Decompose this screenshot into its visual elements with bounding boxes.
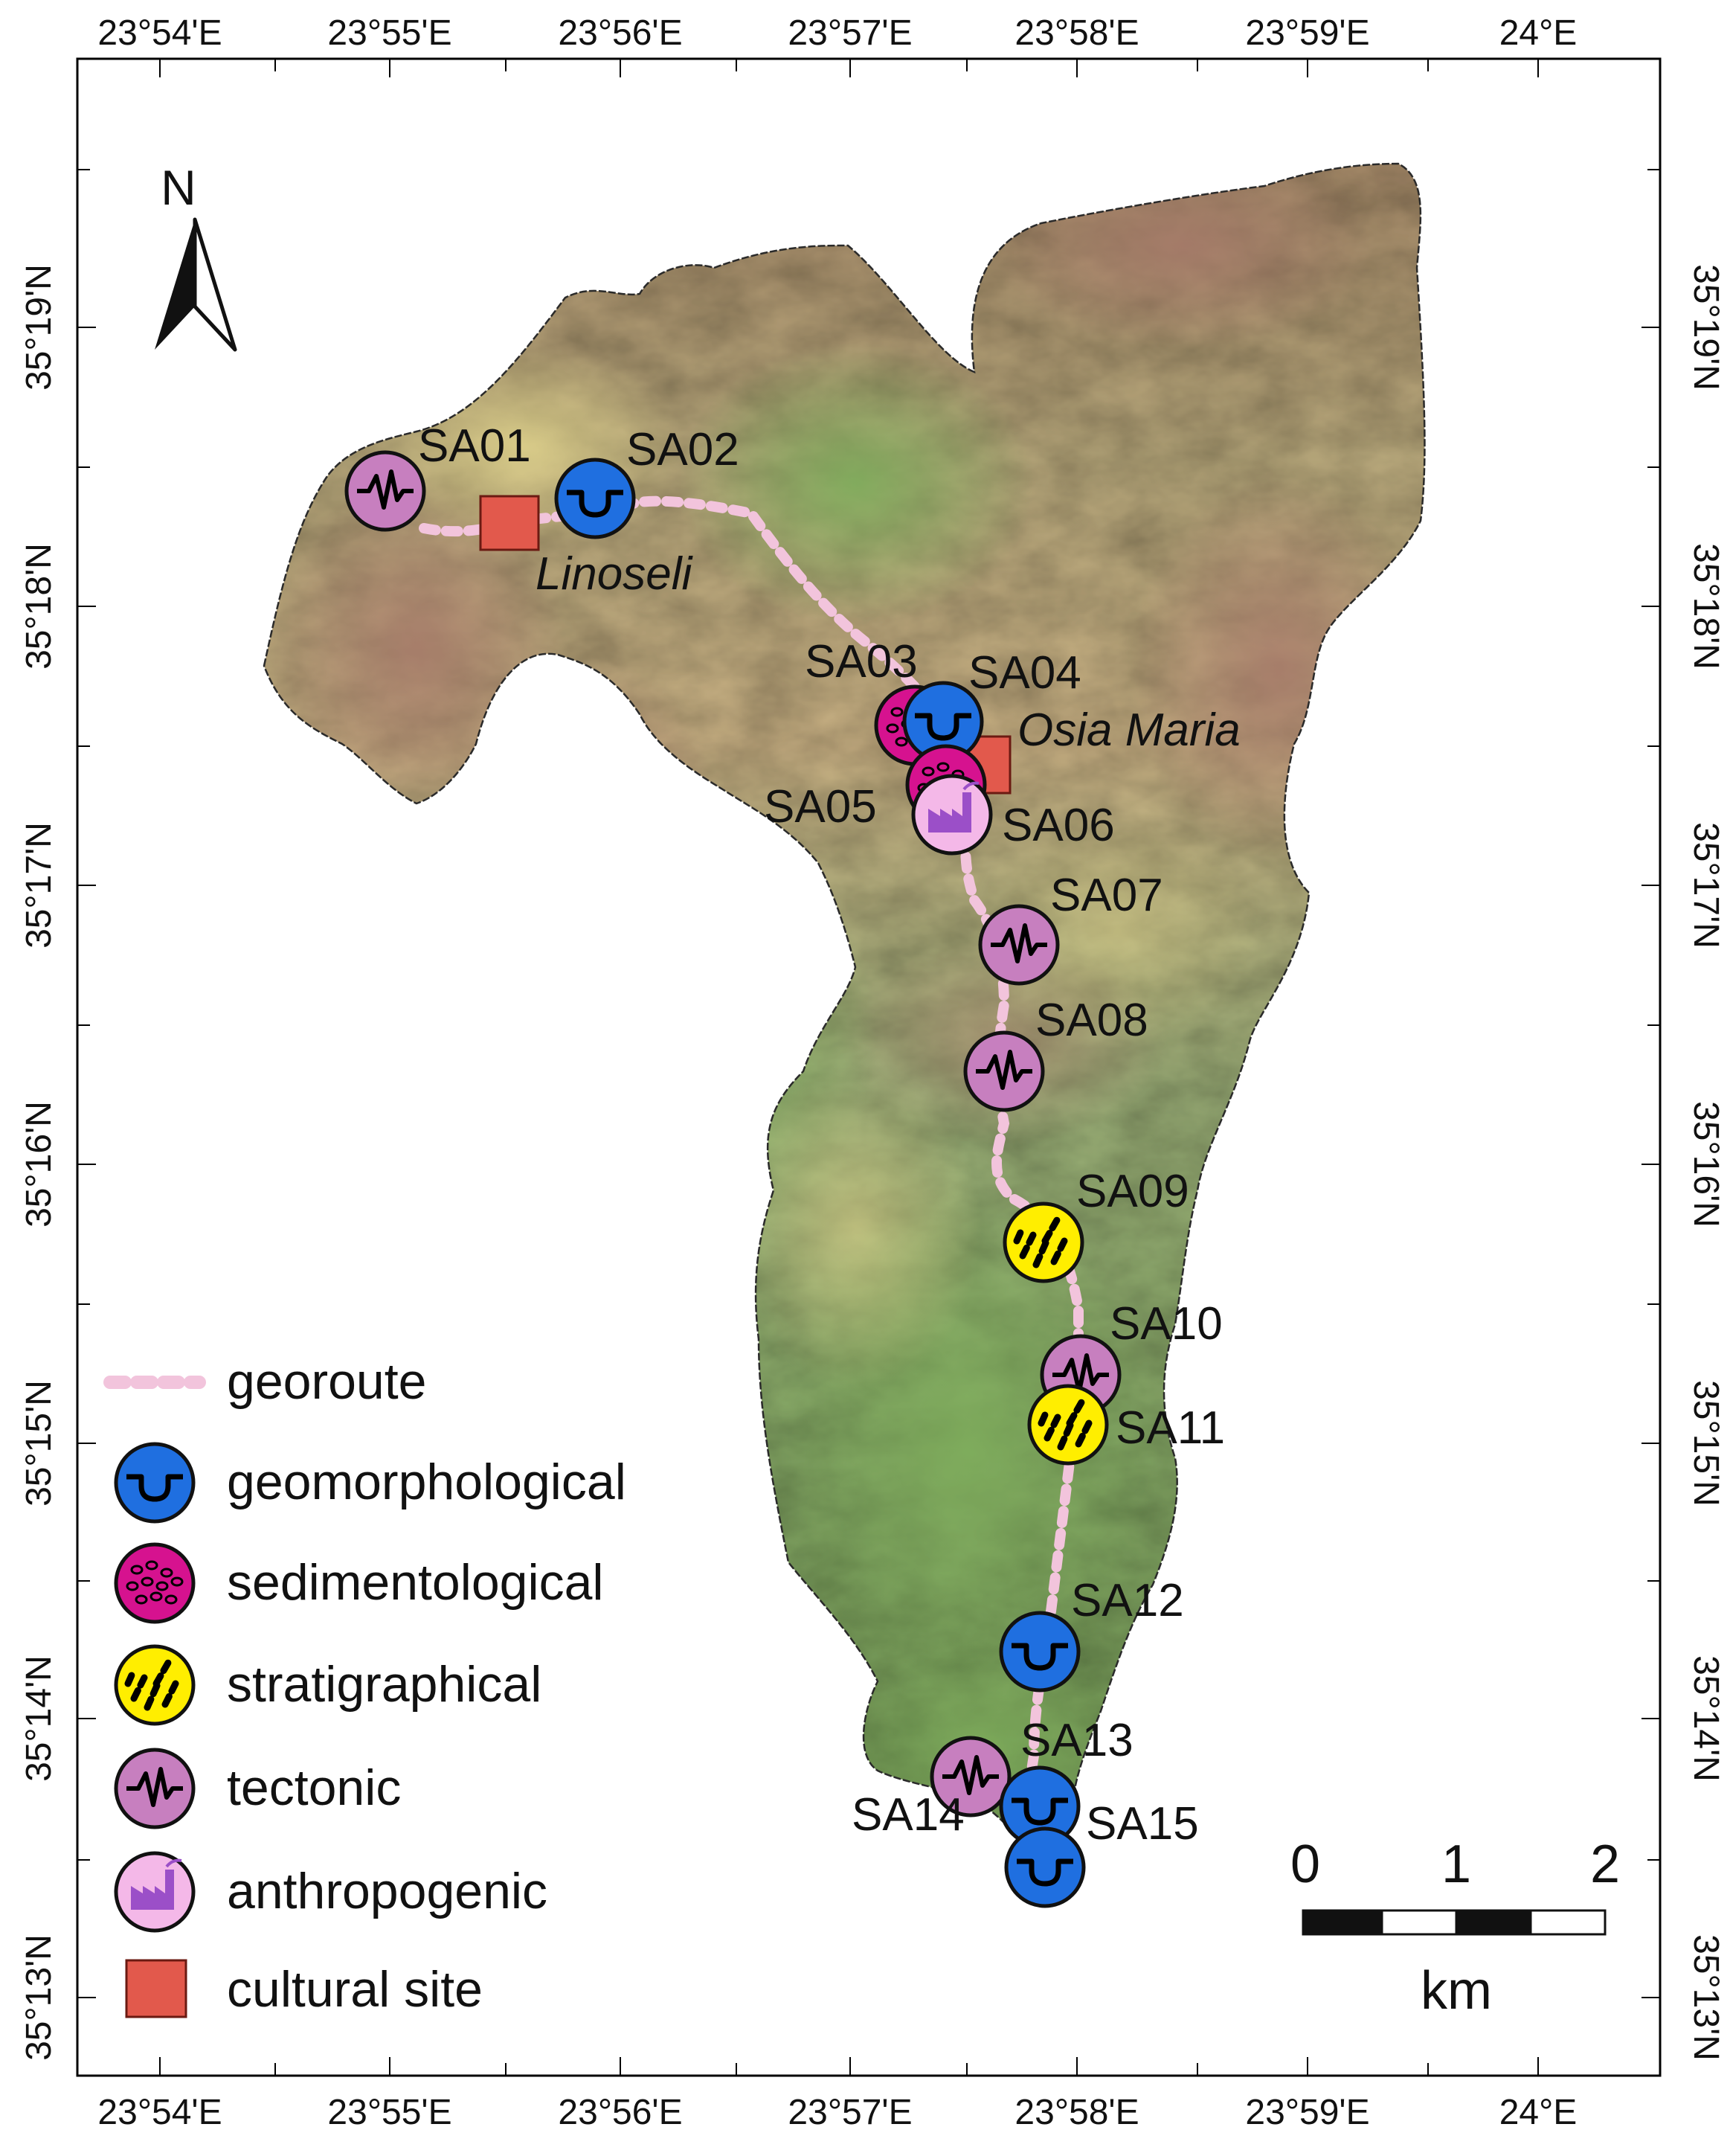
legend-item-tectonic: tectonic bbox=[114, 1748, 401, 1829]
legend: georoute geomorphological sedimentologic… bbox=[103, 1353, 626, 2018]
bottom-lon-label: 23°58'E bbox=[1014, 2093, 1139, 2132]
site-label-sa15: SA15 bbox=[1086, 1798, 1199, 1849]
site-marker-sa01 bbox=[344, 450, 426, 532]
site-label-sa07: SA07 bbox=[1050, 870, 1163, 921]
right-lat-label: 35°14'N bbox=[1686, 1655, 1726, 1782]
legend-label-geomorphological: geomorphological bbox=[227, 1454, 626, 1510]
left-lat-label: 35°18'N bbox=[19, 543, 59, 670]
site-marker-sa06 bbox=[911, 774, 993, 856]
site-labels: SA01 SA02 SA03 SA04 SA05 SA06 SA07 SA08 … bbox=[418, 420, 1225, 1849]
top-lon-label: 24°E bbox=[1499, 13, 1578, 53]
site-marker-sa08 bbox=[963, 1030, 1045, 1112]
bottom-lon-label: 23°59'E bbox=[1245, 2093, 1369, 2132]
site-marker-sa15 bbox=[1004, 1826, 1086, 1908]
site-label-sa06: SA06 bbox=[1002, 800, 1115, 851]
site-marker-sa02 bbox=[554, 458, 636, 539]
site-label-sa09: SA09 bbox=[1076, 1166, 1189, 1217]
site-marker-sa13 bbox=[930, 1736, 1012, 1817]
left-lat-label: 35°14'N bbox=[19, 1655, 59, 1782]
top-lon-label: 23°59'E bbox=[1245, 13, 1369, 53]
scale-bar: 0 1 2 km bbox=[1290, 1835, 1620, 2021]
right-lat-label: 35°15'N bbox=[1686, 1380, 1726, 1507]
left-lat-label: 35°16'N bbox=[19, 1101, 59, 1228]
stratigraphical-icon bbox=[114, 1644, 196, 1726]
georoute-path bbox=[419, 495, 1084, 1873]
site-label-sa14: SA14 bbox=[852, 1789, 965, 1841]
site-label-sa11: SA11 bbox=[1116, 1402, 1225, 1454]
scale-unit: km bbox=[1421, 1961, 1492, 2021]
top-lon-label: 23°54'E bbox=[97, 13, 222, 53]
site-label-sa05: SA05 bbox=[764, 781, 877, 832]
top-lon-label: 23°57'E bbox=[788, 13, 912, 53]
site-label-sa13: SA13 bbox=[1020, 1715, 1133, 1766]
legend-item-stratigraphical: stratigraphical bbox=[114, 1644, 541, 1726]
site-label-sa02: SA02 bbox=[626, 424, 739, 475]
legend-item-anthropogenic: anthropogenic bbox=[114, 1851, 547, 1933]
graticule-labels: 23°54'E 23°54'E 23°55'E 23°55'E 23°56'E 23°56… bbox=[19, 13, 1726, 2132]
site-marker-sa09 bbox=[1003, 1201, 1084, 1283]
legend-label-sedimentological: sedimentological bbox=[227, 1554, 604, 1611]
right-lat-label: 35°16'N bbox=[1686, 1101, 1726, 1228]
geomorphological-icon bbox=[114, 1442, 196, 1524]
place-label-linoseli: Linoseli bbox=[536, 548, 693, 600]
sedimentological-icon bbox=[114, 1542, 196, 1624]
north-label: N bbox=[161, 160, 196, 215]
scale-tick-0: 0 bbox=[1290, 1835, 1320, 1894]
site-marker-sa07 bbox=[978, 904, 1060, 986]
site-label-sa12: SA12 bbox=[1071, 1575, 1184, 1626]
right-lat-label: 35°19'N bbox=[1686, 264, 1726, 391]
site-marker-sa11 bbox=[1027, 1384, 1109, 1466]
north-arrow: N bbox=[155, 160, 237, 352]
legend-label-tectonic: tectonic bbox=[227, 1759, 401, 1816]
bottom-lon-label: 23°54'E bbox=[97, 2093, 222, 2132]
bottom-lon-label: 23°56'E bbox=[558, 2093, 682, 2132]
bottom-lon-label: 23°55'E bbox=[327, 2093, 451, 2132]
site-marker-sa12 bbox=[999, 1611, 1081, 1693]
bottom-lon-label: 23°57'E bbox=[788, 2093, 912, 2132]
top-lon-label: 23°58'E bbox=[1014, 13, 1139, 53]
left-lat-label: 35°15'N bbox=[19, 1380, 59, 1507]
right-lat-label: 35°13'N bbox=[1686, 1934, 1726, 2061]
scale-tick-1: 1 bbox=[1441, 1835, 1471, 1894]
legend-label-cultural-site: cultural site bbox=[227, 1961, 483, 2018]
scale-tick-2: 2 bbox=[1590, 1835, 1620, 1894]
legend-item-sedimentological: sedimentological bbox=[114, 1542, 604, 1624]
place-label-osia-maria: Osia Maria bbox=[1017, 705, 1241, 756]
site-marker-sa04 bbox=[902, 681, 984, 763]
tectonic-icon bbox=[114, 1748, 196, 1829]
left-lat-label: 35°17'N bbox=[19, 822, 59, 949]
site-label-sa04: SA04 bbox=[968, 647, 1081, 699]
site-label-sa03: SA03 bbox=[805, 636, 918, 687]
site-label-sa01: SA01 bbox=[418, 420, 531, 472]
cultural-site-linoseli bbox=[479, 495, 540, 551]
top-lon-label: 23°55'E bbox=[327, 13, 451, 53]
right-lat-label: 35°18'N bbox=[1686, 543, 1726, 670]
left-lat-label: 35°13'N bbox=[19, 1934, 59, 2061]
legend-item-geomorphological: geomorphological bbox=[114, 1442, 626, 1524]
legend-item-cultural-site: cultural site bbox=[125, 1959, 483, 2018]
site-label-sa08: SA08 bbox=[1035, 995, 1148, 1046]
anthropogenic-icon bbox=[114, 1851, 196, 1933]
legend-label-anthropogenic: anthropogenic bbox=[227, 1863, 547, 1919]
site-label-sa10: SA10 bbox=[1110, 1298, 1223, 1350]
legend-label-stratigraphical: stratigraphical bbox=[227, 1656, 541, 1713]
site-markers bbox=[344, 450, 1122, 1908]
top-lon-label: 23°56'E bbox=[558, 13, 682, 53]
left-lat-label: 35°19'N bbox=[19, 264, 59, 391]
site-marker-sa14 bbox=[999, 1765, 1081, 1847]
right-lat-label: 35°17'N bbox=[1686, 822, 1726, 949]
bottom-lon-label: 24°E bbox=[1499, 2093, 1578, 2132]
legend-item-georoute: georoute bbox=[103, 1353, 426, 1410]
legend-label-georoute: georoute bbox=[227, 1353, 426, 1410]
